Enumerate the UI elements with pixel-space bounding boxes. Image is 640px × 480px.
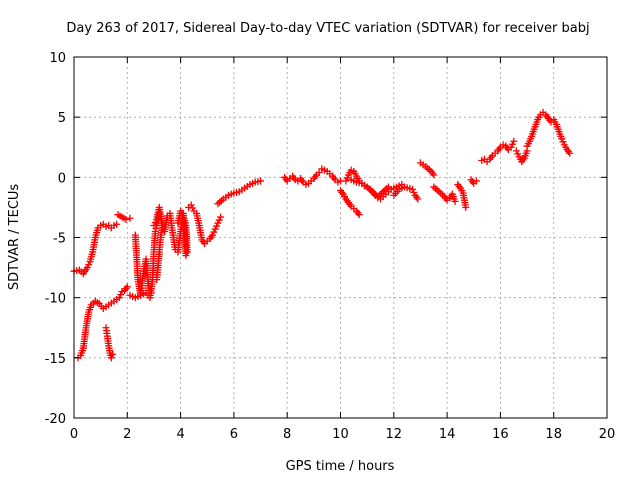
y-tick-label: 5 xyxy=(58,111,66,126)
data-point xyxy=(508,140,516,148)
x-tick-label: 20 xyxy=(599,427,616,442)
data-point xyxy=(439,191,447,199)
data-point xyxy=(123,283,131,291)
data-point xyxy=(424,164,432,172)
data-point xyxy=(383,185,391,193)
data-point xyxy=(437,189,445,197)
y-tick-label: 0 xyxy=(58,171,66,186)
x-tick-label: 16 xyxy=(492,427,509,442)
data-point xyxy=(217,213,225,221)
y-tick-label: 10 xyxy=(49,51,66,66)
data-point xyxy=(209,231,217,239)
data-point xyxy=(425,166,433,174)
data-point xyxy=(211,225,219,233)
data-point xyxy=(214,219,222,227)
grid xyxy=(74,57,607,418)
data-point xyxy=(566,149,574,157)
axis-ticks: 0 2 4 6 8 10 12 14 16 18 20 -20 -15 -10 -5 0 5 10 xyxy=(45,51,616,442)
data-point xyxy=(381,186,389,194)
data-point xyxy=(214,200,222,208)
data-point xyxy=(430,171,438,179)
data-point xyxy=(151,227,159,235)
data-point xyxy=(210,228,218,236)
x-tick-label: 18 xyxy=(545,427,562,442)
data-point xyxy=(410,188,418,196)
data-point xyxy=(367,186,375,194)
data-point xyxy=(432,185,440,193)
data-point xyxy=(126,214,134,222)
data-point xyxy=(514,150,522,158)
data-point xyxy=(85,261,93,269)
y-axis-label: SDTVAR / TECUs xyxy=(7,184,22,291)
x-tick-label: 4 xyxy=(176,427,184,442)
data-point xyxy=(558,135,566,143)
data-point xyxy=(559,138,567,146)
y-tick-label: -5 xyxy=(53,232,66,247)
data-point xyxy=(462,203,470,211)
data-point xyxy=(217,197,225,205)
x-tick-label: 0 xyxy=(70,427,78,442)
data-point xyxy=(109,350,117,358)
data-point xyxy=(430,183,438,191)
data-point xyxy=(512,147,520,155)
data-point xyxy=(187,201,195,209)
data-point xyxy=(433,186,441,194)
data-point xyxy=(183,248,191,256)
x-tick-label: 12 xyxy=(386,427,403,442)
data-point xyxy=(343,174,351,182)
data-point xyxy=(158,224,166,232)
data-point xyxy=(113,220,121,228)
data-point xyxy=(189,204,197,212)
data-point xyxy=(122,215,130,223)
data-point xyxy=(472,177,480,185)
data-point xyxy=(215,216,223,224)
data-point xyxy=(107,354,115,362)
data-point xyxy=(216,198,224,206)
data-point xyxy=(414,195,422,203)
data-point xyxy=(408,185,416,193)
x-tick-label: 14 xyxy=(439,427,456,442)
data-point xyxy=(377,189,385,197)
data-point xyxy=(182,252,190,260)
data-point xyxy=(355,211,363,219)
data-point xyxy=(150,221,158,229)
data-point xyxy=(117,291,125,299)
x-axis-label: GPS time / hours xyxy=(286,459,395,474)
x-tick-label: 10 xyxy=(332,427,349,442)
data-point xyxy=(507,143,515,151)
data-point xyxy=(257,177,265,185)
data-point xyxy=(510,137,518,145)
data-point xyxy=(384,183,392,191)
data-points xyxy=(70,108,574,362)
x-tick-label: 6 xyxy=(230,427,238,442)
data-point xyxy=(213,222,221,230)
chart-title: Day 263 of 2017, Sidereal Day-to-day VTE… xyxy=(66,21,589,36)
y-tick-label: -15 xyxy=(45,352,66,367)
y-tick-label: -20 xyxy=(45,412,66,427)
y-tick-label: -10 xyxy=(45,292,66,307)
x-tick-label: 8 xyxy=(283,427,291,442)
data-point xyxy=(451,197,459,205)
x-tick-label: 2 xyxy=(123,427,131,442)
data-point xyxy=(435,188,443,196)
data-point xyxy=(83,264,91,272)
data-point xyxy=(115,294,123,302)
data-point xyxy=(342,177,350,185)
data-point xyxy=(315,169,323,177)
data-point xyxy=(151,218,159,226)
